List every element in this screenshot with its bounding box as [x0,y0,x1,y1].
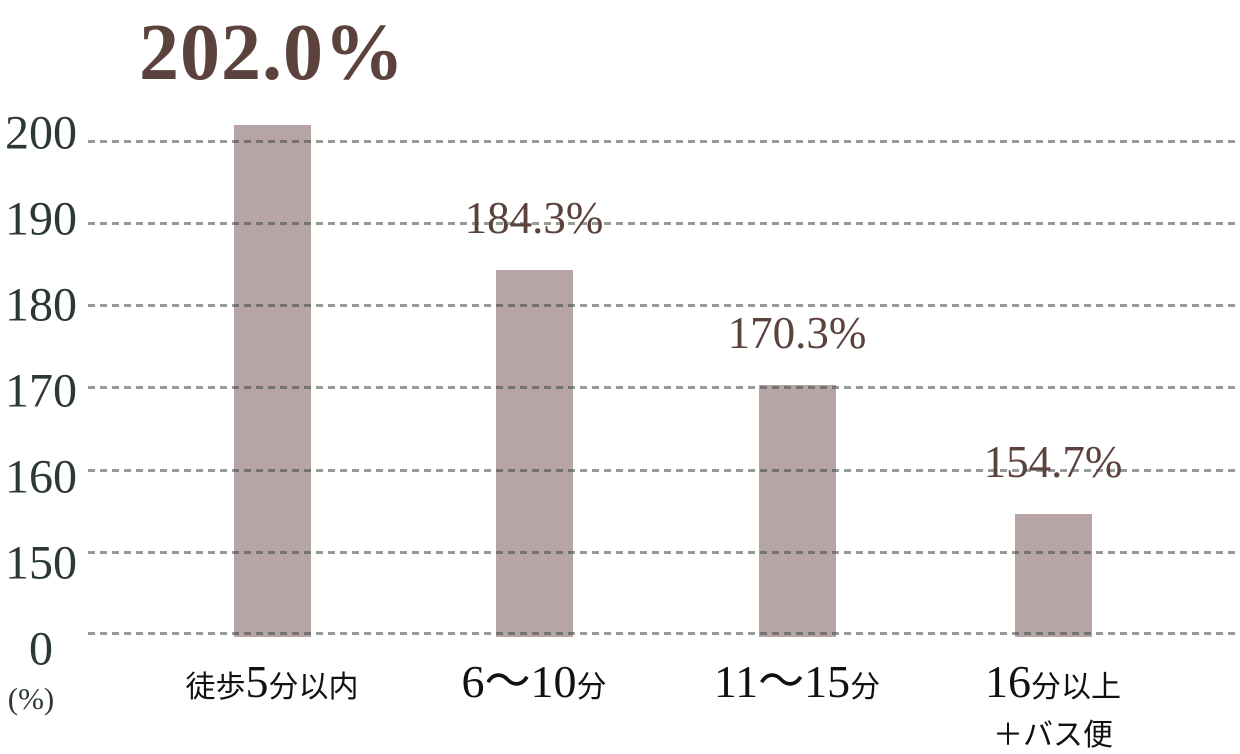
bar-1 [495,270,573,637]
category-label-text: 分以上 [1031,671,1121,704]
gridline-160 [88,468,1240,472]
category-label-2: 11〜15分 [607,658,987,717]
gridline-200 [88,139,1240,143]
value-label-2: 170.3% [727,308,867,359]
category-label-text: 分 [576,671,607,704]
category-label-text: 徒歩 [185,671,246,704]
category-label-text: 分 [850,671,881,704]
y-axis-tick-160: 160 [5,450,77,504]
y-axis-tick-0: 0 [29,622,53,676]
gridline-190 [88,221,1240,225]
y-axis-tick-190: 190 [5,192,77,246]
gridline-170 [88,386,1240,390]
value-label-0: 202.0% [139,8,405,97]
category-label-line: 6〜10分 [344,658,724,717]
gridline-180 [88,304,1240,308]
category-label-text: ＋バス便 [993,719,1113,752]
y-axis-tick-150: 150 [5,536,77,590]
y-axis-tick-170: 170 [5,364,77,418]
category-label-text: 分以内 [268,671,359,704]
category-label-1: 6〜10分 [344,658,724,717]
category-label-number: 16 [985,656,1031,707]
category-label-line: 徒歩5分以内 [82,658,462,717]
value-label-1: 184.3% [464,193,604,244]
value-label-3: 154.7% [983,436,1123,487]
category-label-number: 5 [245,656,269,707]
category-label-line: 16分以上 [863,658,1240,717]
category-label-line: 11〜15分 [607,658,987,717]
bar-3 [1014,513,1092,637]
gridline-0 [88,631,1240,635]
category-label-number: 6〜10 [461,656,577,707]
y-axis-tick-200: 200 [5,106,77,160]
y-axis-tick-180: 180 [5,278,77,332]
bar-2 [758,385,836,637]
category-label-3: 16分以上 ＋バス便 [863,658,1240,754]
bar-0 [233,124,311,637]
category-label-0: 徒歩5分以内 [82,658,462,717]
gridline-150 [88,551,1240,554]
y-axis-unit-label: (%) [7,681,55,716]
category-label-number: 11〜15 [713,656,851,707]
category-label-line: ＋バス便 [863,717,1240,754]
